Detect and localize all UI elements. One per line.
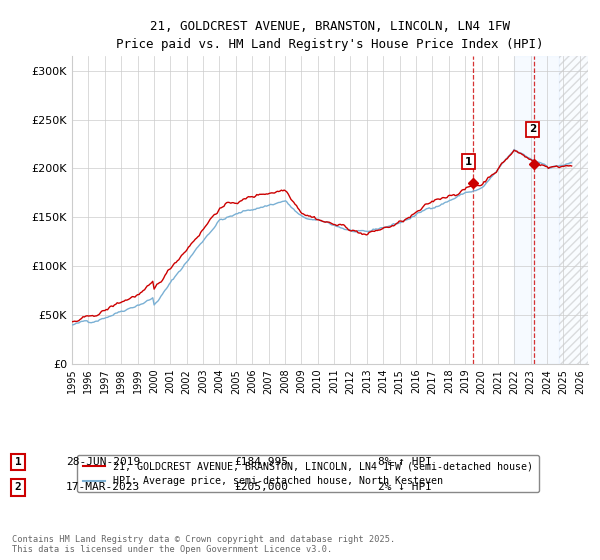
Text: 28-JUN-2019: 28-JUN-2019 (66, 457, 140, 467)
Text: Contains HM Land Registry data © Crown copyright and database right 2025.
This d: Contains HM Land Registry data © Crown c… (12, 535, 395, 554)
Title: 21, GOLDCREST AVENUE, BRANSTON, LINCOLN, LN4 1FW
Price paid vs. HM Land Registry: 21, GOLDCREST AVENUE, BRANSTON, LINCOLN,… (116, 20, 544, 50)
Text: 2: 2 (14, 482, 22, 492)
Text: 2: 2 (529, 124, 536, 134)
Text: 1: 1 (14, 457, 22, 467)
Text: £205,000: £205,000 (234, 482, 288, 492)
Bar (559, 56, 588, 364)
Bar (514, 56, 559, 364)
Text: 17-MAR-2023: 17-MAR-2023 (66, 482, 140, 492)
Text: 2% ↓ HPI: 2% ↓ HPI (378, 482, 432, 492)
Bar (559, 56, 588, 364)
Text: 8% ↑ HPI: 8% ↑ HPI (378, 457, 432, 467)
Text: 1: 1 (465, 157, 472, 167)
Text: £184,995: £184,995 (234, 457, 288, 467)
Legend: 21, GOLDCREST AVENUE, BRANSTON, LINCOLN, LN4 1FW (semi-detached house), HPI: Ave: 21, GOLDCREST AVENUE, BRANSTON, LINCOLN,… (77, 455, 539, 492)
